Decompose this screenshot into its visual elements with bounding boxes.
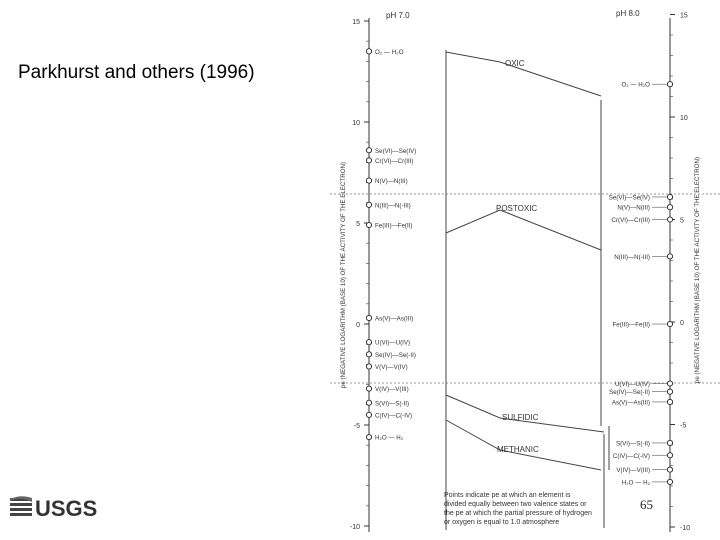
right-tick-label: 10 [680, 115, 688, 122]
left-couple-point [365, 411, 373, 418]
usgs-logo-text: USGS [35, 496, 97, 520]
right-couple-label: As(V)—As(III) [612, 399, 650, 406]
left-couple-label: Se(IV)—Se(-II) [375, 352, 416, 359]
note-line-2: divided equally between two valence stat… [444, 501, 587, 508]
source-credit: Parkhurst and others (1996) [18, 62, 255, 83]
left-redox-couples: O₂ — H₂O Se(VI)—Se(IV) Cr(VI)—Cr(III) N(V)—… [365, 48, 416, 442]
right-couple-label: Se(IV)—Se(-II) [609, 389, 650, 396]
left-couple-point [365, 314, 373, 321]
right-couple-label: S(VI)—S(-II) [616, 440, 650, 447]
right-couple-point [666, 452, 674, 459]
right-axis-label: pe (NEGATIVE LOGARITHM (BASE 10) OF THE … [694, 157, 701, 383]
right-couple-label: Se(VI)—Se(IV) [609, 194, 650, 201]
right-couple-label: N(III)—N(-III) [614, 254, 650, 261]
right-redox-couples: O₂ — H₂O Se(VI)—Se(IV) N(V)—N(III) Cr(VI)—C… [609, 81, 674, 486]
right-tick-label: 5 [680, 218, 684, 225]
left-couple-point [365, 157, 373, 164]
left-couple-label: Se(VI)—Se(IV) [375, 148, 416, 155]
left-couple-point [365, 339, 373, 346]
right-axis-ticks: 15 10 5 0 -5 -10 [670, 13, 690, 532]
right-couple-label: O₂ — H₂O [621, 82, 650, 89]
left-couple-label: Fe(III)—Fe(II) [375, 223, 412, 230]
left-couple-label: U(VI)—U(IV) [375, 340, 410, 347]
left-tick-label: 0 [356, 322, 360, 329]
left-couple-point [365, 399, 373, 406]
right-couple-point [666, 439, 674, 447]
legend-note: Points indicate pe at which an element i… [444, 492, 592, 526]
right-couple-point [666, 380, 674, 387]
left-couple-label: C(IV)—C(-IV) [375, 412, 412, 419]
right-tick-label: -10 [680, 525, 690, 532]
left-couple-point [365, 221, 373, 229]
note-line-4: or oxygen is equal to 1.0 atmosphere [444, 519, 559, 526]
right-couple-point [666, 320, 674, 328]
left-couple-label: S(VI)—S(-II) [375, 400, 409, 407]
left-couple-point [365, 351, 373, 358]
right-couple-point [666, 478, 674, 485]
left-axis-ticks: 15 10 5 0 -5 -10 [350, 19, 369, 531]
left-tick-label: -5 [354, 423, 360, 430]
left-couple-point [365, 147, 373, 154]
note-line-3: the pe at which the partial pressure of … [444, 510, 592, 517]
right-tick-label: 0 [680, 320, 684, 327]
left-tick-label: -10 [350, 524, 360, 531]
right-couple-label: H₂O — H₂ [622, 479, 651, 486]
right-couple-point [666, 253, 674, 260]
left-couple-label: N(V)—N(III) [375, 178, 408, 185]
left-couple-point [365, 48, 373, 55]
left-couple-point [365, 385, 373, 392]
left-couple-point [365, 363, 373, 370]
usgs-logo: USGS [10, 494, 105, 525]
right-couple-label: Cr(VI)—Cr(III) [612, 217, 651, 224]
right-couple-point [666, 398, 674, 406]
left-couple-label: N(III)—N(-III) [375, 202, 411, 209]
left-couple-label: As(V)—As(III) [375, 315, 413, 322]
right-couple-label: V(IV)—V(III) [616, 467, 650, 474]
right-couple-point [666, 388, 674, 395]
right-tick-label: -5 [680, 423, 686, 430]
zone-label-sulfidic: SULFIDIC [502, 413, 539, 422]
zone-label-methanic: METHANIC [497, 445, 539, 454]
zone-label-postoxic: POSTOXIC [496, 204, 537, 213]
left-couple-label: Cr(VI)—Cr(III) [375, 158, 414, 165]
usgs-wave-icon [10, 496, 32, 516]
left-couple-point [365, 177, 373, 184]
right-couple-point [666, 193, 674, 200]
right-ph-header: pH 8.0 [616, 9, 640, 18]
right-tick-label: 15 [680, 13, 688, 20]
right-couple-label: C(IV)—C(-IV) [613, 453, 650, 460]
zone-label-oxic: OXIC [505, 59, 525, 68]
left-couple-point [365, 434, 373, 441]
note-line-1: Points indicate pe at which an element i… [444, 492, 571, 499]
left-tick-label: 15 [352, 19, 360, 26]
zone-brackets [445, 50, 610, 530]
left-tick-label: 10 [352, 120, 360, 127]
left-couple-label: V(IV)—V(III) [375, 386, 409, 393]
left-axis-label: pe (NEGATIVE LOGARITHM (BASE 10) OF THE … [340, 162, 347, 388]
right-couple-point [666, 204, 674, 211]
right-couple-point [666, 466, 674, 473]
page-number: 65 [640, 497, 653, 512]
left-couple-label: V(V)—V(IV) [375, 364, 408, 371]
right-couple-label: Fe(III)—Fe(II) [613, 322, 650, 329]
right-couple-point [666, 81, 674, 88]
right-couple-label: N(V)—N(III) [617, 205, 650, 212]
right-couple-label: U(VI)—U(IV) [615, 381, 650, 388]
right-couple-point [666, 216, 674, 223]
left-couple-label: O₂ — H₂O [375, 49, 404, 56]
left-couple-point [365, 201, 373, 208]
left-couple-label: H₂O — H₂ [375, 435, 404, 442]
left-ph-header: pH 7.0 [386, 11, 410, 20]
left-tick-label: 5 [356, 221, 360, 228]
